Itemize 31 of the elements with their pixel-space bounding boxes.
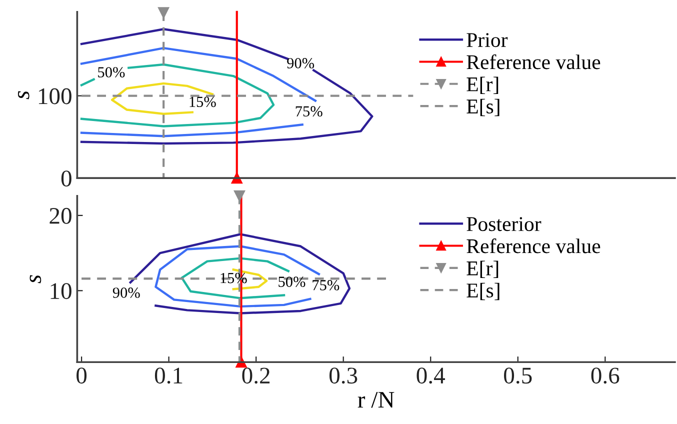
- legend-label: Posterior: [466, 217, 542, 232]
- x-tick-label: 0.3: [329, 368, 358, 384]
- line-series: [110, 82, 214, 116]
- annotation: 75%: [296, 106, 322, 117]
- annotation: 15%: [220, 272, 247, 284]
- legend-label: E[s]: [466, 282, 500, 300]
- annotation: 90%: [287, 58, 314, 68]
- annotation: 50%: [278, 276, 306, 288]
- y-tick-label: 10: [50, 283, 72, 300]
- legend-label: E[r]: [466, 76, 498, 94]
- x-axis-title: r /N: [358, 392, 394, 408]
- annotation: 50%: [98, 67, 125, 78]
- x-tick-label: 0: [76, 368, 87, 384]
- annotation: 15%: [190, 96, 216, 108]
- y-tick-label: 20: [50, 208, 72, 224]
- legend-label: E[r]: [466, 260, 498, 278]
- y-axis-title: s: [30, 275, 42, 284]
- legend-label: Reference value: [466, 54, 600, 70]
- y-tick-label: 100: [38, 88, 72, 104]
- x-tick-label: 0.4: [416, 368, 446, 384]
- legend-label: E[s]: [466, 98, 500, 116]
- x-tick-label: 0.6: [591, 368, 620, 384]
- x-tick-label: 0.1: [154, 368, 182, 384]
- legend-label: Prior: [466, 33, 508, 48]
- y-axis-title: s: [18, 91, 30, 100]
- x-tick-label: 0.2: [242, 368, 270, 384]
- annotation: 90%: [112, 288, 140, 298]
- x-tick-label: 0.5: [504, 368, 532, 384]
- legend-label: Reference value: [466, 238, 600, 254]
- y-tick-label: 0: [61, 170, 72, 187]
- annotation: 75%: [312, 280, 340, 290]
